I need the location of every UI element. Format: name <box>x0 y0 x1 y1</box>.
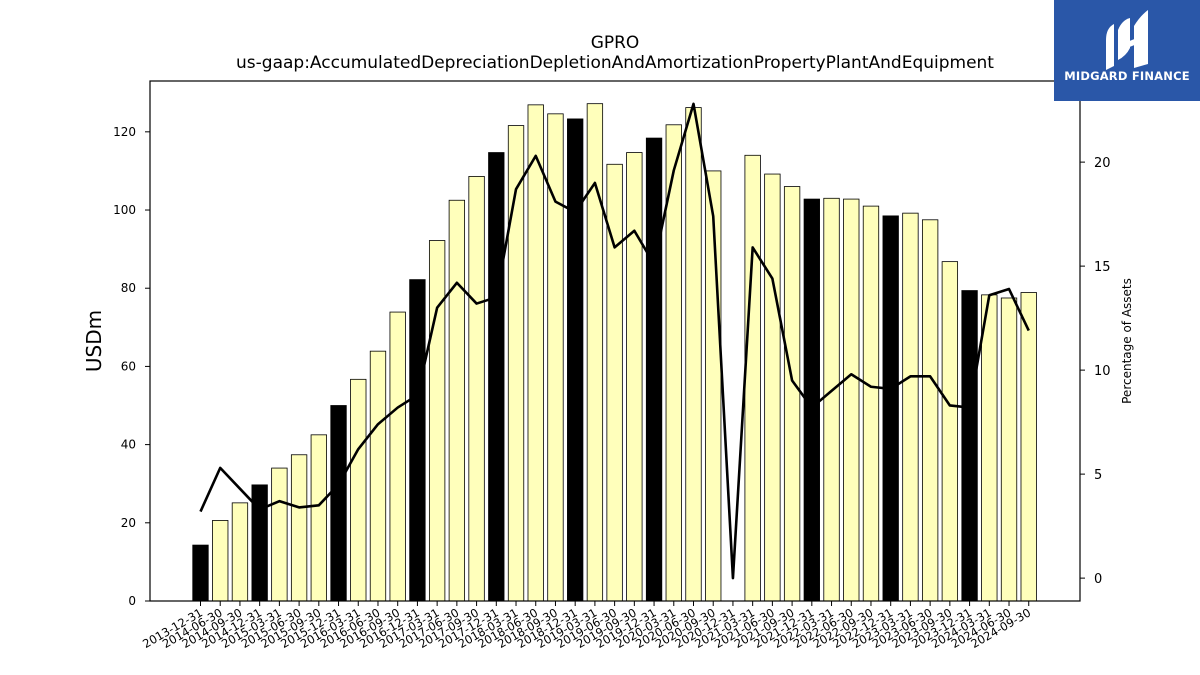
y-tick-label-120: 120 <box>113 125 136 139</box>
bar-2019-09-30 <box>626 152 643 602</box>
bar-2019-03-31 <box>586 103 604 602</box>
x-axis: 2013-12-312014-06-302014-09-302014-12-31… <box>140 601 1033 651</box>
bar-2018-03-31 <box>507 125 525 602</box>
bar-2019-12-31 <box>645 137 663 602</box>
y-tick-label-20: 20 <box>121 516 136 530</box>
bar-2021-03-31 <box>744 154 761 602</box>
line-path <box>199 102 1030 580</box>
bar-2018-12-31 <box>567 118 584 602</box>
y2-tick-label-10: 10 <box>1094 364 1111 379</box>
y-axis-label: USDm <box>82 310 106 372</box>
y-tick-label-40: 40 <box>121 438 136 452</box>
y-tick-label-80: 80 <box>121 281 136 295</box>
bar-2015-06-30 <box>290 454 308 602</box>
bar-2016-03-31 <box>350 378 367 602</box>
bar-2017-03-31 <box>428 240 446 602</box>
bar-2023-12-31 <box>961 290 978 602</box>
bar-2022-06-30 <box>843 198 860 602</box>
bar-2017-06-30 <box>448 199 466 602</box>
bar-2023-03-31 <box>902 212 919 602</box>
bar-2024-06-30 <box>1000 297 1018 602</box>
y-tick-label-0: 0 <box>128 594 136 608</box>
bar-2023-09-30 <box>941 261 959 602</box>
bar-2023-06-30 <box>921 219 939 602</box>
line-series <box>199 102 1030 580</box>
bar-2022-12-31 <box>882 215 899 602</box>
y-tick-label-60: 60 <box>121 359 136 373</box>
bar-2024-09-30 <box>1020 292 1037 602</box>
bar-2015-09-30 <box>310 434 327 602</box>
bar-2016-12-31 <box>409 279 426 602</box>
y2-tick-label-5: 5 <box>1094 468 1102 483</box>
bar-2016-09-30 <box>389 311 406 602</box>
bar-2018-06-30 <box>527 104 544 602</box>
bar-series <box>192 103 1037 602</box>
bar-2016-06-30 <box>369 350 387 602</box>
y-tick-label-100: 100 <box>113 203 136 217</box>
chart-subtitle: us-gaap:AccumulatedDepreciationDepletion… <box>236 53 994 73</box>
bar-2021-09-30 <box>783 186 801 602</box>
y2-axis-label: Percentage of Assets <box>1120 278 1134 404</box>
bar-2017-12-31 <box>488 152 505 602</box>
bar-2022-03-31 <box>823 197 840 602</box>
bar-2015-12-31 <box>330 405 347 602</box>
logo-text: MIDGARD FINANCE <box>1064 69 1190 83</box>
chart-title: GPRO <box>591 33 640 53</box>
bar-2024-03-31 <box>981 294 998 602</box>
bar-2014-06-30 <box>212 520 229 602</box>
y2-tick-label-0: 0 <box>1094 572 1102 587</box>
bar-2020-06-30 <box>685 107 702 602</box>
y2-tick-label-20: 20 <box>1094 156 1111 171</box>
logo-mark-icon <box>1106 10 1148 70</box>
bar-2021-06-30 <box>764 173 781 602</box>
y-axis-right: 0 5 10 15 20 <box>1080 156 1111 587</box>
bar-2014-09-30 <box>231 502 249 602</box>
bar-2013-12-31 <box>192 544 209 602</box>
bar-2015-03-31 <box>271 467 288 602</box>
bar-2022-09-30 <box>862 205 880 602</box>
midgard-logo: MIDGARD FINANCE <box>1054 0 1200 101</box>
bar-2017-09-30 <box>468 175 485 602</box>
y2-tick-label-15: 15 <box>1094 260 1111 275</box>
y-axis-left: 0 20 40 60 80 100 120 <box>113 125 150 608</box>
